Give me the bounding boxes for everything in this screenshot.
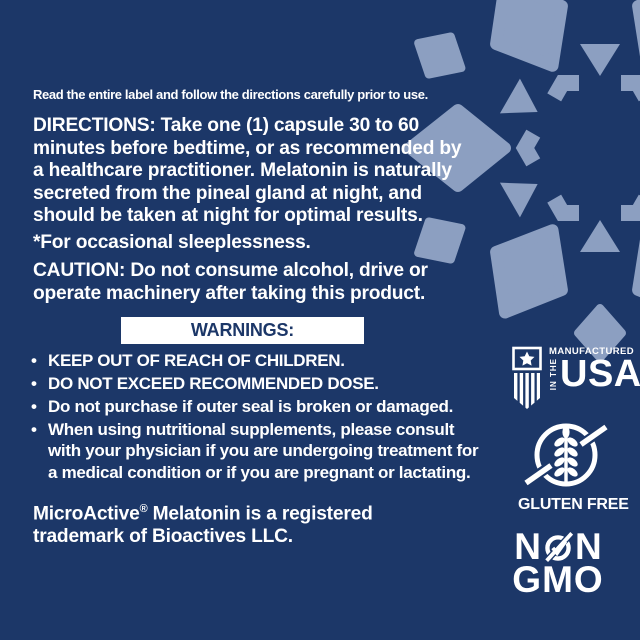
usa-flag-banner-icon — [512, 346, 542, 409]
wheat-icon — [554, 425, 578, 482]
non-gmo-badge: N N GMO — [498, 526, 618, 600]
snowflake-icon — [340, 0, 640, 408]
warnings-title: WARNINGS: — [190, 320, 295, 340]
non-gmo-line: N N — [498, 526, 618, 567]
intro-note: Read the entire label and follow the dir… — [33, 87, 428, 102]
non-gmo-n-right: N — [575, 526, 602, 567]
warnings-list: KEEP OUT OF REACH OF CHILDREN. DO NOT EX… — [31, 350, 481, 484]
usa-label: USA — [560, 353, 640, 395]
directions-heading: DIRECTIONS: — [33, 115, 156, 136]
non-gmo-gmo-label: GMO — [512, 559, 604, 600]
usa-manufactured-label: MANUFACTURED — [549, 346, 635, 357]
made-in-usa-badge: MANUFACTURED IN THE USA — [511, 346, 640, 412]
warning-text: DO NOT EXCEED RECOMMENDED DOSE. — [48, 373, 379, 393]
directions-paragraph: DIRECTIONS: Take one (1) capsule 30 to 6… — [33, 115, 465, 228]
caution-heading: CAUTION: — [33, 260, 126, 281]
usa-badge-text: MANUFACTURED IN THE USA — [549, 346, 640, 395]
usa-in-the-label: IN THE — [549, 358, 558, 391]
warning-text: KEEP OUT OF REACH OF CHILDREN. — [48, 351, 345, 370]
gluten-free-icon — [524, 423, 608, 487]
warning-item: When using nutritional supplements, plea… — [31, 419, 481, 483]
gluten-free-label: GLUTEN FREE — [518, 496, 629, 513]
gluten-free-badge: GLUTEN FREE — [518, 418, 629, 514]
registered-mark: ® — [139, 503, 148, 515]
trademark-note: MicroActive® Melatonin is a registered t… — [33, 498, 465, 548]
warning-text: Do not purchase if outer seal is broken … — [48, 396, 454, 416]
warning-text: When using nutritional supplements, plea… — [48, 419, 479, 482]
trademark-rest: Melatonin is a registered trademark of B… — [33, 503, 373, 547]
warning-item: KEEP OUT OF REACH OF CHILDREN. — [31, 350, 481, 372]
directions-body: Take one (1) capsule 30 to 60 minutes be… — [33, 115, 462, 226]
trademark-name: MicroActive — [33, 503, 140, 525]
warning-item: DO NOT EXCEED RECOMMENDED DOSE. — [31, 373, 481, 395]
warning-item: Do not purchase if outer seal is broken … — [31, 396, 481, 418]
caution-body: Do not consume alcohol, drive or operate… — [33, 260, 428, 304]
sleeplessness-footnote: *For occasional sleeplessness. — [33, 232, 311, 253]
non-gmo-check-icon — [544, 531, 574, 563]
non-gmo-n-left: N — [514, 526, 541, 567]
warnings-banner: WARNINGS: — [121, 317, 364, 344]
caution-paragraph: CAUTION: Do not consume alcohol, drive o… — [33, 260, 465, 305]
